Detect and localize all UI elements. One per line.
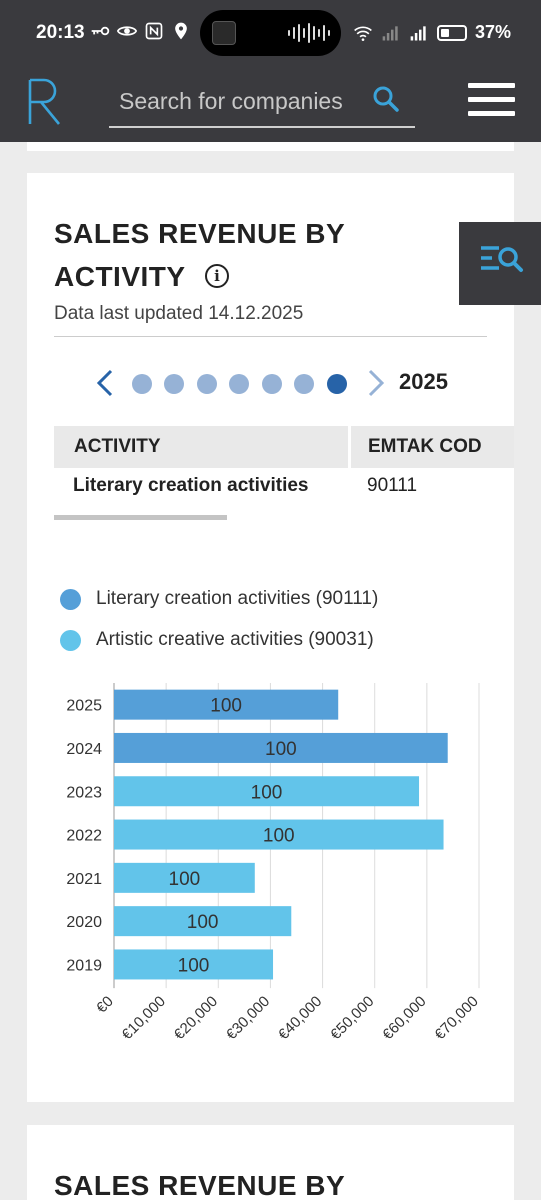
x-tick-label: €10,000 xyxy=(119,993,169,1043)
table-header-activity: ACTIVITY xyxy=(54,426,348,468)
chevron-left-icon[interactable] xyxy=(96,369,114,397)
category-label: 2022 xyxy=(66,828,102,845)
section-title-line2: ACTIVITY xyxy=(54,261,186,292)
table-header-emtak: EMTAK COD xyxy=(351,426,514,468)
category-label: 2023 xyxy=(66,784,102,801)
site-header xyxy=(0,64,541,142)
bar xyxy=(114,776,420,807)
legend-swatch xyxy=(60,588,81,610)
x-tick-label: €30,000 xyxy=(223,993,273,1043)
bar xyxy=(114,819,444,850)
x-tick-label: €60,000 xyxy=(379,993,429,1043)
bar-label: 100 xyxy=(251,782,283,803)
x-tick-label: €70,000 xyxy=(431,993,481,1043)
table-search-button[interactable] xyxy=(459,222,541,305)
pager-dot[interactable] xyxy=(294,374,314,394)
eye-icon xyxy=(117,26,137,36)
info-icon[interactable]: i xyxy=(205,264,229,288)
bar-label: 100 xyxy=(265,739,297,760)
revenue-bar-chart: 2025 100 2024 100 2023 100 2022 100 2021 100 2020 1… xyxy=(66,683,482,1043)
legend-swatch xyxy=(60,629,81,651)
search-icon[interactable] xyxy=(371,84,401,114)
table-scrollbar[interactable] xyxy=(54,515,227,520)
search-input[interactable] xyxy=(119,86,369,116)
battery-percent: 37% xyxy=(474,22,511,42)
pager-dot[interactable] xyxy=(132,374,152,394)
x-tick-label: €40,000 xyxy=(275,993,325,1043)
category-label: 2021 xyxy=(66,871,102,888)
pager-dot[interactable] xyxy=(229,374,249,394)
signal-icon xyxy=(382,25,398,40)
hamburger-menu-icon[interactable] xyxy=(468,83,515,117)
activity-table[interactable]: ACTIVITY EMTAK COD Literary creation act… xyxy=(54,426,514,526)
legend-item[interactable]: Artistic creative activities (90031) xyxy=(60,629,374,651)
status-time: 20:13 xyxy=(36,22,85,43)
legend-label: Literary creation activities (90111) xyxy=(96,588,379,609)
bar-label: 100 xyxy=(187,912,219,933)
sales-revenue-card: SALES REVENUE BY ACTIVITY i Data last up… xyxy=(27,173,514,1102)
pager-dot-active[interactable] xyxy=(327,374,347,394)
battery-icon xyxy=(436,24,467,41)
next-section-title: SALES REVENUE BY xyxy=(54,1170,346,1200)
bar-label: 100 xyxy=(169,869,201,890)
bar xyxy=(114,906,292,937)
next-section-card: SALES REVENUE BY xyxy=(27,1125,514,1200)
search-bar xyxy=(109,78,415,128)
chevron-right-icon[interactable] xyxy=(367,369,385,397)
pager-dot[interactable] xyxy=(164,374,184,394)
previous-card-bottom xyxy=(27,142,514,151)
media-thumbnail xyxy=(212,21,236,45)
nfc-icon xyxy=(145,22,163,40)
table-cell-code: 90111 xyxy=(367,475,418,496)
bar xyxy=(114,732,448,763)
bar-label: 100 xyxy=(263,826,295,847)
pager-dot[interactable] xyxy=(262,374,282,394)
camera-cutout xyxy=(200,10,341,56)
section-title-line1: SALES REVENUE BY xyxy=(54,218,346,249)
bar-label: 100 xyxy=(210,696,242,717)
x-tick-label: €20,000 xyxy=(171,993,221,1043)
table-cell-activity: Literary creation activities xyxy=(73,475,309,496)
key-icon xyxy=(91,26,110,36)
audio-wave-icon xyxy=(288,22,330,44)
x-tick-label: €0 xyxy=(93,993,117,1017)
divider xyxy=(54,336,487,337)
legend-label: Artistic creative activities (90031) xyxy=(96,629,374,650)
category-label: 2020 xyxy=(66,914,102,931)
x-tick-label: €50,000 xyxy=(327,993,377,1043)
category-label: 2025 xyxy=(66,698,102,715)
bar xyxy=(114,862,255,893)
pager-dot[interactable] xyxy=(197,374,217,394)
category-label: 2024 xyxy=(66,741,102,758)
status-bar: 20:13 37% xyxy=(0,0,541,64)
signal-icon xyxy=(410,25,426,40)
bar xyxy=(114,949,274,980)
bar-label: 100 xyxy=(178,955,210,976)
bar xyxy=(114,689,339,720)
category-label: 2019 xyxy=(66,957,102,974)
location-icon xyxy=(175,22,187,40)
legend-item[interactable]: Literary creation activities (90111) xyxy=(60,588,378,610)
list-search-icon xyxy=(481,246,523,272)
logo-icon[interactable] xyxy=(24,76,64,126)
pager-year: 2025 xyxy=(399,369,448,394)
year-pager: 2025 xyxy=(89,363,489,403)
data-updated-text: Data last updated 14.12.2025 xyxy=(54,303,304,324)
wifi-icon xyxy=(354,26,372,41)
